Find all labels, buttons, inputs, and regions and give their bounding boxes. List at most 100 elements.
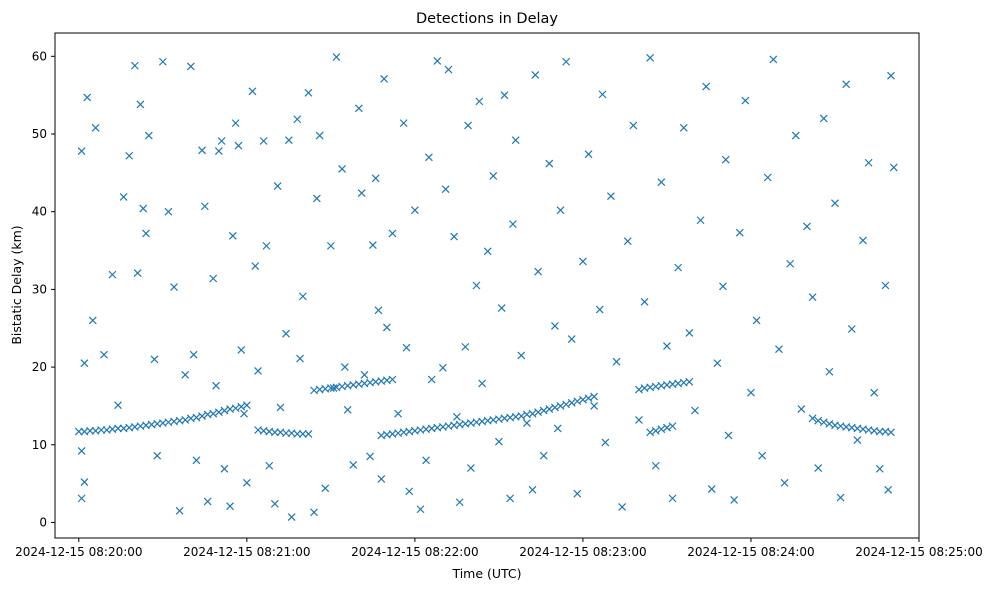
data-point <box>262 241 271 250</box>
data-point <box>83 93 92 102</box>
data-point <box>405 487 414 496</box>
data-point <box>329 384 338 392</box>
data-point <box>702 82 711 91</box>
data-point <box>399 119 408 128</box>
data-point <box>685 377 694 386</box>
data-point <box>97 426 106 434</box>
data-point <box>357 189 366 197</box>
data-point <box>578 257 587 266</box>
data-point <box>433 57 442 65</box>
data-point <box>679 123 688 132</box>
data-point <box>209 274 218 283</box>
data-point <box>853 436 862 445</box>
data-point <box>578 395 587 404</box>
data-point <box>237 346 246 354</box>
data-point <box>646 428 655 437</box>
data-point <box>175 506 184 515</box>
data-point <box>293 429 302 438</box>
data-point <box>691 406 699 415</box>
data-point <box>170 283 178 291</box>
data-point <box>77 447 86 455</box>
data-point <box>562 400 571 409</box>
data-point <box>332 53 341 62</box>
data-point <box>368 241 377 250</box>
data-point <box>340 363 349 372</box>
data-point <box>696 216 705 225</box>
data-point <box>259 137 268 145</box>
data-point <box>550 321 559 330</box>
x-tick-label: 2024-12-15 08:24:00 <box>687 545 814 559</box>
data-point <box>668 422 677 431</box>
data-point <box>265 461 274 470</box>
data-point <box>881 281 890 290</box>
data-point <box>410 206 419 215</box>
data-point <box>539 406 548 415</box>
data-point <box>528 409 537 418</box>
data-point <box>360 370 369 379</box>
data-point <box>511 136 520 145</box>
data-point <box>273 182 282 190</box>
data-point <box>618 502 627 511</box>
data-point <box>181 415 190 424</box>
data-point <box>534 267 543 276</box>
data-point <box>388 229 397 238</box>
data-point <box>808 414 817 423</box>
data-point <box>573 489 582 498</box>
data-point <box>304 429 313 438</box>
data-point <box>192 413 201 422</box>
data-point <box>100 350 108 359</box>
data-point <box>444 65 453 74</box>
data-point <box>567 335 576 344</box>
data-point <box>80 478 89 486</box>
data-point <box>819 114 828 123</box>
data-point <box>139 204 148 213</box>
data-point <box>326 241 335 250</box>
data-point <box>198 146 206 155</box>
data-point <box>77 147 86 156</box>
data-point <box>562 57 571 66</box>
data-point <box>584 394 593 403</box>
data-point <box>607 192 615 201</box>
data-point <box>875 427 884 436</box>
data-point <box>500 91 509 100</box>
data-point <box>887 428 895 437</box>
data-point <box>312 194 321 203</box>
data-point <box>108 270 117 279</box>
data-point <box>88 316 97 325</box>
data-point <box>601 438 610 447</box>
data-point <box>220 406 229 415</box>
data-point <box>212 381 220 390</box>
data-point <box>217 137 226 145</box>
data-point <box>517 351 526 360</box>
data-point <box>144 131 153 140</box>
data-point <box>721 155 730 164</box>
data-point <box>254 367 262 375</box>
data-point <box>282 329 290 338</box>
data-point <box>831 199 839 208</box>
data-point <box>478 379 487 388</box>
data-point <box>598 90 607 99</box>
data-point <box>735 228 744 237</box>
data-point <box>674 263 683 272</box>
data-point <box>623 237 632 246</box>
data-point <box>237 402 246 411</box>
data-point <box>875 464 884 473</box>
data-point <box>231 119 240 128</box>
data-point <box>234 141 243 150</box>
data-point <box>382 323 391 332</box>
y-tick-label: 30 <box>32 282 47 296</box>
x-tick-label: 2024-12-15 08:22:00 <box>351 545 478 559</box>
data-point <box>847 325 856 333</box>
data-point <box>819 418 828 427</box>
data-point <box>508 220 517 229</box>
data-point <box>321 484 330 493</box>
data-point <box>780 478 789 487</box>
data-point <box>803 222 811 231</box>
data-point <box>814 464 823 473</box>
data-point <box>870 388 879 397</box>
data-point <box>240 409 248 418</box>
data-point <box>567 398 576 407</box>
data-point <box>747 388 755 397</box>
data-point <box>814 416 823 425</box>
data-point <box>450 232 459 241</box>
